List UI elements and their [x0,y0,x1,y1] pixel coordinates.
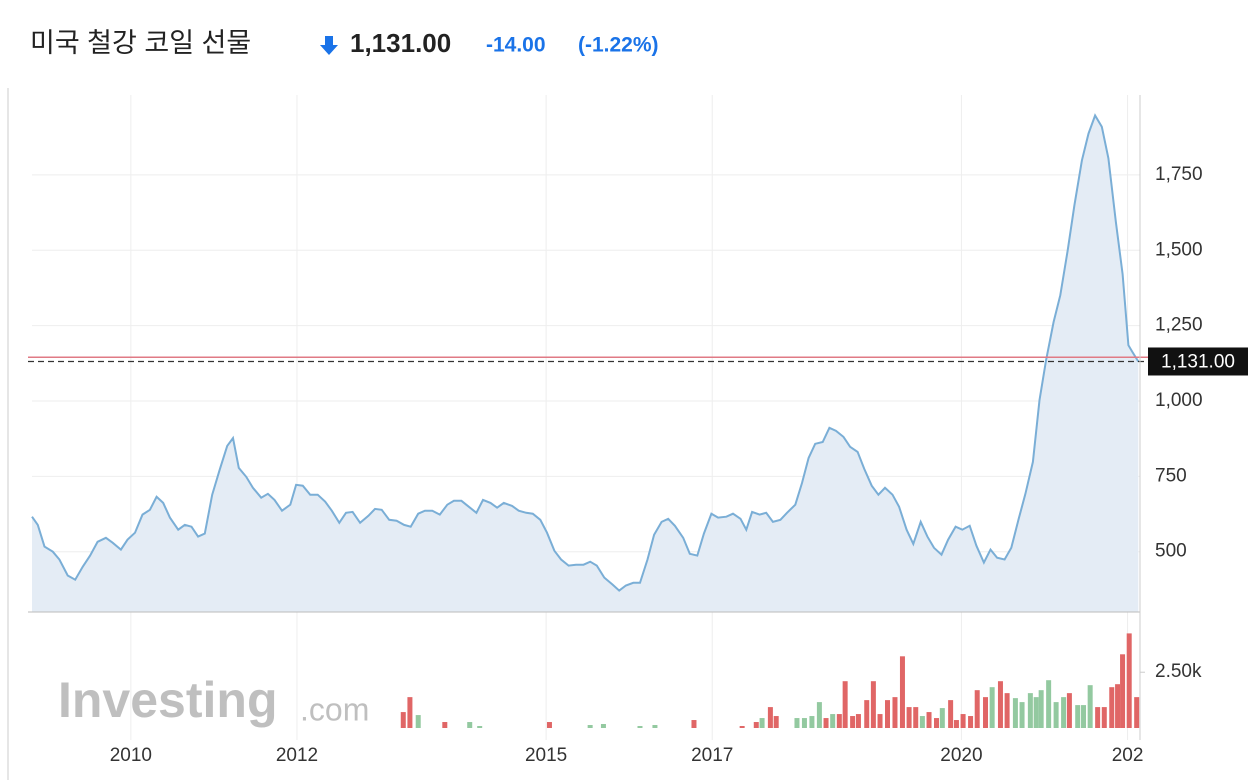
volume-bar [1033,697,1039,728]
volume-bar [407,697,413,728]
down-arrow [320,36,338,55]
x-tick-label: 2020 [940,745,982,766]
volume-bar [939,708,945,728]
volume-bar [739,726,745,728]
last-price-label: 1,131.00 [1161,352,1235,373]
volume-bar [1012,698,1018,728]
volume-bar [1027,693,1033,728]
volume-bar [1087,685,1093,728]
area-fill [32,115,1139,612]
volume-bar [1081,705,1087,728]
x-tick-label: 2010 [110,745,152,766]
volume-bar [1134,697,1140,728]
volume-bar [794,718,800,728]
volume-bar [953,720,959,728]
y-tick-label: 1,250 [1155,315,1203,336]
volume-bar [899,656,905,728]
volume-bar [1046,680,1052,728]
change: -14.00 [486,34,546,57]
volume-bar [1120,654,1126,728]
y-tick-label: 1,000 [1155,390,1203,411]
volume-bar [960,714,966,728]
volume-bar [870,681,876,728]
volume-bar [974,690,980,728]
x-tick-label: 2017 [691,745,733,766]
volume-bar [477,726,483,728]
volume-bar [652,725,658,728]
volume-bar [1095,707,1101,728]
volume-bar [442,722,448,728]
volume-bar [415,715,421,728]
volume-bar [885,700,891,728]
volume-bar [919,716,925,728]
volume-bar [773,716,779,728]
volume-bar [1053,702,1059,728]
volume-bar [809,716,815,728]
watermark: Investing [58,672,277,728]
volume-bar [823,718,829,728]
change-pct: (-1.22%) [578,34,659,57]
volume-bar [600,724,606,728]
volume-bar [1126,633,1132,728]
volume-bar [1019,702,1025,728]
volume-bar [637,726,643,728]
volume-bar [948,700,954,728]
volume-bar [934,718,940,728]
volume-bar [926,712,932,728]
volume-bar [587,725,593,728]
y-tick-label: 750 [1155,465,1187,486]
y-tick-label: 500 [1155,541,1187,562]
volume-bar [850,716,856,728]
volume-bar [1075,705,1081,728]
volume-bar [842,681,848,728]
volume-bar [864,700,870,728]
volume-bar [467,722,473,728]
price-line [31,113,1140,592]
chart-title: 미국 철강 코일 선물 [30,28,251,58]
volume-bar [1061,697,1067,728]
volume-bar [546,722,552,728]
volume-bar [989,687,995,728]
volume-bar [997,681,1003,728]
x-tick-label: 202 [1112,745,1144,766]
volume-bar [1066,693,1072,728]
volume-bar [913,707,919,728]
y-tick-label: 1,750 [1155,164,1203,185]
watermark-suffix: .com [300,691,369,727]
x-tick-label: 2012 [276,745,318,766]
volume-bar [1038,690,1044,728]
last-price-box [1148,347,1248,376]
volume-bar [767,707,773,728]
volume-bar [1004,693,1010,728]
volume-bar [1101,707,1107,728]
volume-bar [855,714,861,728]
y-tick-label: 1,500 [1155,239,1203,260]
volume-tick-label: 2.50k [1155,661,1202,682]
price: 1,131.00 [350,28,451,58]
volume-bar [830,714,836,728]
volume-bar [759,718,765,728]
volume-bar [877,714,883,728]
volume-bar [968,716,974,728]
volume-bar [1109,687,1115,728]
volume-bar [400,712,406,728]
x-tick-label: 2015 [525,745,567,766]
volume-bar [836,714,842,728]
volume-bar [1115,684,1121,728]
volume-bar [691,720,697,728]
volume-bar [816,702,822,728]
volume-bar [906,707,912,728]
volume-bar [983,697,989,728]
volume-bar [801,718,807,728]
volume-bar [753,722,759,728]
volume-bar [892,697,898,728]
